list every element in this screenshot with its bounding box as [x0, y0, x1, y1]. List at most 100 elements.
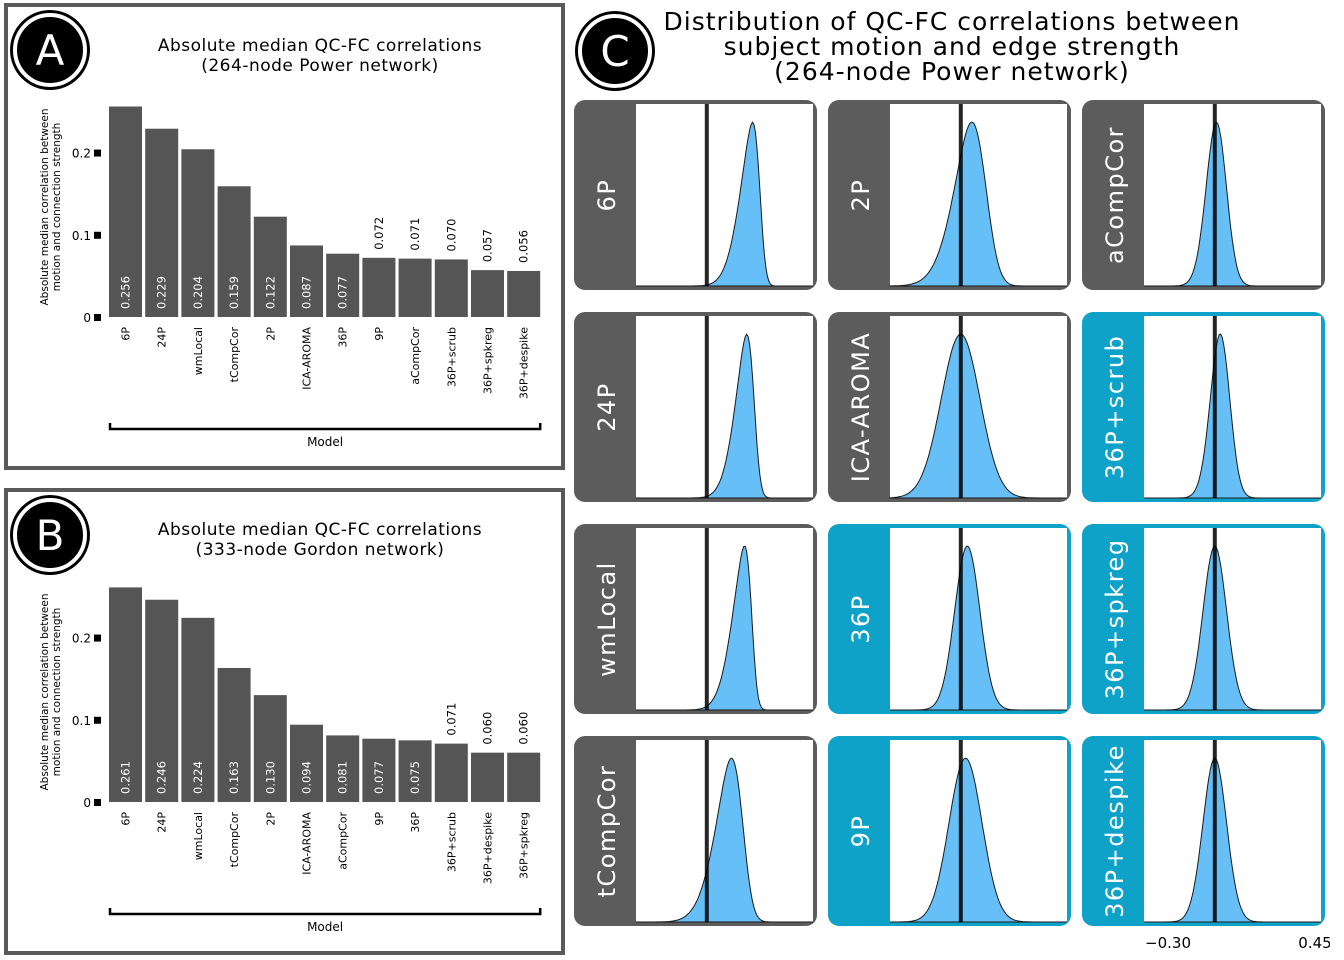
badge-b: B [13, 498, 87, 572]
density-curve [636, 333, 813, 499]
chart-a-ytick-label: 0.2 [72, 147, 91, 161]
title-c-line3: (264-node Power network) [774, 57, 1130, 86]
chart-b-category-label: 36P+scrub [445, 812, 458, 872]
chart-b-category-label: 24P [156, 812, 169, 833]
chart-a-ytick-label: 0 [83, 311, 91, 325]
chart-a-ytick-mark [94, 149, 101, 157]
chart-a-bar [434, 259, 468, 317]
chart-a-value-label: 0.072 [372, 217, 386, 250]
density-curve [636, 121, 813, 287]
chart-b-category-label: tCompCor [228, 812, 241, 868]
chart-a-bar [326, 253, 360, 317]
density-curve [889, 333, 1067, 499]
chart-b-category-label: 36P+despike [482, 812, 495, 884]
chart-b-ytick-mark [94, 716, 101, 724]
chart-a: Absolute median correlation between motio… [39, 106, 542, 449]
panel-b: Absolute median correlation between motio… [4, 488, 565, 955]
x-tick-min: −0.30 [1145, 934, 1191, 952]
title-a-line2: (264-node Power network) [201, 56, 439, 76]
density-card-label: 24P [593, 382, 621, 432]
density-curve [1144, 757, 1321, 923]
chart-a-bar [253, 216, 287, 317]
chart-a-model-bracket [108, 423, 542, 431]
density-grid: 6P 2P aCompCor 24P ICA-AROMA 36P+scrub wmLocal… [574, 100, 1330, 952]
chart-a-ylabel: Absolute median correlation between motio… [39, 108, 63, 305]
chart-a-ytick-mark [94, 231, 101, 239]
density-card-label: ICA-AROMA [847, 332, 875, 482]
chart-a-category-label: wmLocal [192, 327, 205, 375]
density-curve [889, 121, 1067, 287]
chart-b-model-bracket [108, 908, 542, 916]
chart-a-bar [507, 270, 541, 317]
chart-a-ylabel-line2: motion and connection strength [51, 123, 63, 292]
chart-b-value-label: 0.071 [444, 703, 458, 736]
chart-b-value-label: 0.077 [372, 761, 386, 794]
density-curve [1144, 333, 1321, 499]
chart-b-bar [434, 743, 468, 802]
chart-b-value-label: 0.246 [155, 761, 169, 794]
chart-a-value-label: 0.056 [517, 230, 531, 263]
chart-b-ylabel: Absolute median correlation between motio… [39, 593, 63, 790]
panel-a: Absolute median correlation between motio… [4, 3, 565, 470]
density-curve [1144, 121, 1321, 287]
chart-b-value-label: 0.081 [336, 761, 350, 794]
title-b-line1: Absolute median QC-FC correlations [157, 520, 483, 540]
chart-b-ytick-label: 0.1 [72, 714, 91, 728]
chart-b-value-label: 0.163 [227, 761, 241, 794]
chart-a-category-label: 36P [337, 327, 350, 348]
chart-b-bar [181, 617, 215, 802]
chart-b-ytick-label: 0 [83, 796, 91, 810]
chart-a-value-label: 0.070 [444, 219, 458, 252]
chart-b-bar [326, 735, 360, 802]
density-card-label: tCompCor [593, 765, 621, 898]
chart-b-category-label: 9P [373, 812, 386, 826]
title-b: Absolute median QC-FC correlations (333-… [100, 520, 540, 560]
chart-b-xlabel: Model [307, 920, 343, 934]
chart-a-value-label: 0.057 [481, 229, 495, 262]
chart-b-value-label: 0.094 [300, 761, 314, 794]
chart-a-ytick-label: 0.1 [72, 229, 91, 243]
badge-a: A [13, 13, 87, 87]
chart-b-bar [217, 667, 251, 802]
title-a-line1: Absolute median QC-FC correlations [157, 36, 483, 56]
chart-b-ytick-mark [94, 799, 101, 806]
chart-b-bar [253, 695, 287, 802]
chart-b-category-label: aCompCor [337, 812, 350, 870]
chart-b-value-label: 0.130 [263, 761, 277, 794]
chart-a-bar [398, 258, 432, 317]
chart-b-bar [507, 752, 541, 802]
chart-b-value-label: 0.224 [191, 761, 205, 794]
chart-b-bar [145, 599, 179, 802]
density-curve [890, 545, 1067, 711]
chart-b-ytick-label: 0.2 [72, 632, 91, 646]
title-b-line2: (333-node Gordon network) [195, 540, 445, 560]
density-curve [636, 545, 813, 711]
chart-a-category-label: 9P [373, 327, 386, 341]
chart-b-bar [471, 752, 504, 802]
chart-b-category-label: ICA-AROMA [301, 812, 314, 875]
chart-a-category-label: 36P+spkreg [482, 327, 495, 394]
chart-b-ytick-mark [94, 634, 101, 642]
chart-b-category-label: 6P [120, 812, 133, 826]
chart-a-bar [362, 257, 396, 317]
density-card-label: 2P [847, 179, 875, 212]
chart-a-value-label: 0.204 [191, 276, 205, 309]
chart-b-ylabel-line2: motion and connection strength [51, 608, 63, 777]
density-curve [636, 757, 813, 923]
chart-a-category-label: tCompCor [228, 327, 241, 383]
chart-a-bar [109, 106, 142, 317]
chart-a-bar [145, 128, 179, 317]
density-card-label: aCompCor [1101, 126, 1129, 264]
chart-b-value-label: 0.060 [481, 712, 495, 745]
density-card-label: 36P+spkreg [1101, 538, 1129, 699]
chart-a-category-label: aCompCor [409, 327, 422, 385]
chart-a-bar [181, 149, 215, 317]
chart-b: Absolute median correlation between motio… [39, 587, 542, 934]
chart-a-value-label: 0.087 [300, 276, 314, 309]
chart-b-bar [398, 740, 432, 802]
chart-a-value-label: 0.256 [119, 276, 133, 309]
chart-a-ylabel-line1: Absolute median correlation between [39, 108, 51, 305]
density-card-label: 36P+despike [1101, 744, 1129, 918]
chart-a-value-label: 0.159 [227, 276, 241, 309]
chart-a-category-label: ICA-AROMA [301, 327, 314, 390]
